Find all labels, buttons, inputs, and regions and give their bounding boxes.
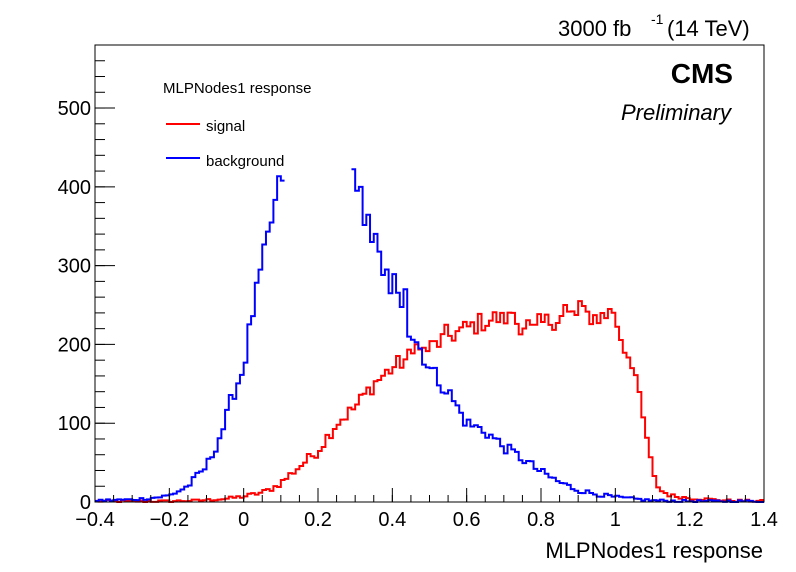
energy-label: (14 TeV)	[667, 16, 750, 41]
x-tick-label: 0.8	[527, 509, 555, 531]
x-tick-label: −0.4	[75, 509, 114, 531]
y-tick-label: 100	[58, 413, 91, 435]
x-tick-label: 0.4	[378, 509, 406, 531]
y-tick-label: 200	[58, 334, 91, 356]
x-tick-label: 0.6	[453, 509, 481, 531]
x-tick-label: 1.4	[750, 509, 778, 531]
y-tick-label: 500	[58, 98, 91, 120]
x-tick-label: 1	[610, 509, 621, 531]
x-tick-label: 0.2	[304, 509, 332, 531]
lumi-label: 3000 fb	[558, 16, 631, 41]
y-tick-label: 0	[80, 492, 91, 514]
legend-signal-label: signal	[206, 118, 245, 135]
x-tick-label: 0	[238, 509, 249, 531]
legend-background-label: background	[206, 153, 284, 170]
cms-label: CMS	[671, 58, 733, 89]
y-tick-label: 300	[58, 256, 91, 278]
y-tick-label: 400	[58, 177, 91, 199]
legend-title: MLPNodes1 response	[163, 80, 311, 97]
cms-sublabel: Preliminary	[621, 100, 733, 125]
axes-layer: −0.4 −0.2 0 0.2 0.4 0.6 0.8 1 1.2 1.4 0 100 200 300 40…	[58, 44, 778, 531]
series-background-line	[95, 168, 764, 503]
x-axis-title: MLPNodes1 response	[545, 538, 763, 563]
lumi-exponent: -1	[651, 11, 664, 27]
x-tick-label: −0.2	[150, 509, 189, 531]
x-tick-label: 1.2	[676, 509, 704, 531]
